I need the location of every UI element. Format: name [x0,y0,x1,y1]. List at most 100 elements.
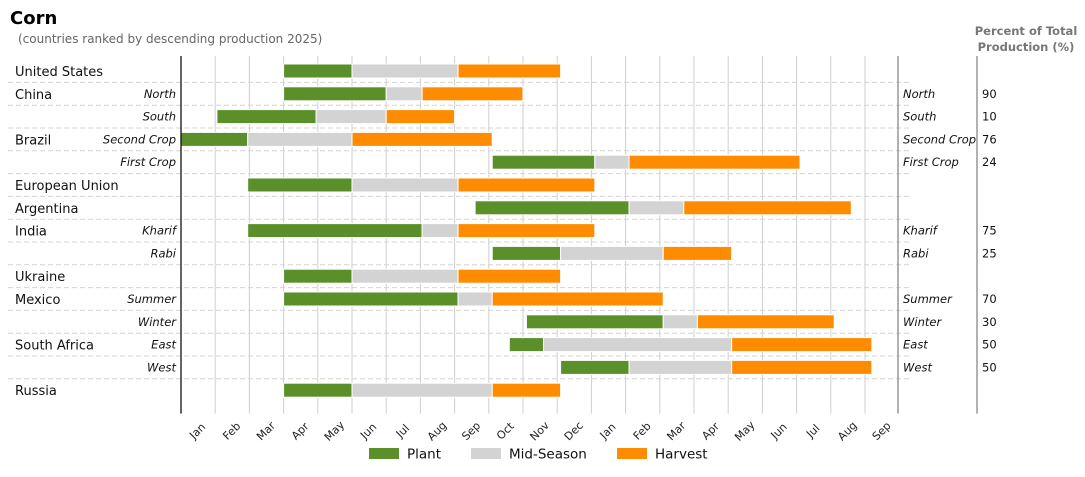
legend-label: Plant [407,447,441,463]
legend-swatch [471,448,501,459]
mid-season-bar [628,359,733,375]
plant-bar [283,382,353,398]
country-label: United States [15,65,103,80]
plant-bar [216,109,317,125]
plant-bar [247,177,353,193]
subregion-label: Rabi [150,246,176,260]
x-tick-label: Jul [393,422,412,441]
mid-season-bar [385,86,423,102]
pct-value: 24 [982,155,997,169]
x-tick-label: Jul [803,422,822,441]
pct-header-line-2: Production (%) [978,40,1075,54]
plant-bar [283,86,387,102]
subregion-label-right: West [903,360,932,374]
plant-bar [283,291,459,307]
plant-bar [180,131,249,147]
row-labels: United States China North North 90 South South… [15,65,997,399]
legend-swatch [617,448,647,459]
legend-label: Mid-Season [509,447,587,463]
x-tick-label: Feb [220,420,243,443]
x-tick-label: Sep [459,419,483,443]
country-label: Mexico [15,293,60,308]
country-label: Argentina [15,202,78,217]
chart-legend: Plant Mid-Season Harvest [369,447,708,463]
harvest-bar [385,109,456,125]
pct-value: 10 [982,110,997,124]
x-tick-label: Nov [527,419,552,444]
subregion-label-right: North [903,87,935,101]
plant-bar [508,337,545,353]
country-label: Brazil [15,133,51,148]
harvest-bar [457,223,596,239]
subregion-label-right: Kharif [903,224,939,238]
harvest-bar [731,337,873,353]
mid-season-bar [594,154,630,170]
mid-season-bar [247,131,353,147]
harvest-bar [491,291,664,307]
subregion-label-right: First Crop [903,155,959,169]
pct-value: 50 [982,360,997,374]
subregion-label-right: Second Crop [903,132,976,146]
plant-bar [525,314,664,330]
legend-label: Harvest [655,447,708,463]
harvest-bar [491,382,562,398]
pct-value: 76 [982,132,997,146]
chart-title: Corn [10,8,57,29]
mid-season-bar [351,382,493,398]
harvest-bar [457,268,562,284]
country-label: China [15,88,52,103]
x-tick-label: Dec [562,419,586,443]
legend-swatch [369,448,399,459]
pct-value: 25 [982,246,997,260]
subregion-label: South [143,110,176,124]
x-tick-label: Sep [870,419,894,443]
country-label: Ukraine [15,270,65,285]
subregion-label: Winter [138,315,177,329]
x-tick-label: Aug [425,419,449,443]
pct-value: 90 [982,87,997,101]
x-axis-ticks: Jan Feb Mar Apr May Jun Jul Aug Sep Oct Nov Dec Jan F… [186,418,893,444]
mid-season-bar [351,63,459,79]
pct-value: 30 [982,315,997,329]
pct-value: 70 [982,292,997,306]
mid-season-bar [421,223,459,239]
x-tick-label: Jun [357,420,379,442]
x-tick-label: Feb [631,420,654,443]
subregion-label-right: East [903,338,928,352]
chart-bars [180,63,873,398]
harvest-bar [731,359,873,375]
pct-value: 75 [982,224,997,238]
mid-season-bar [457,291,493,307]
mid-season-bar [315,109,387,125]
subregion-label: Summer [127,292,177,306]
harvest-bar [351,131,493,147]
plant-bar [247,223,423,239]
mid-season-bar [543,337,733,353]
harvest-bar [457,63,562,79]
country-label: South Africa [15,339,94,354]
mid-season-bar [351,177,459,193]
mid-season-bar [662,314,698,330]
plant-bar [491,154,596,170]
subregion-label: North [144,87,176,101]
chart-axes [180,56,978,414]
x-tick-label: Aug [835,419,859,443]
x-tick-label: Apr [289,419,312,442]
harvest-bar [628,154,801,170]
harvest-bar [683,200,852,216]
plant-bar [283,268,353,284]
subregion-label-right: Rabi [903,246,929,260]
subregion-label: First Crop [120,155,176,169]
subregion-label-right: South [903,110,936,124]
country-label: India [15,225,47,240]
mid-season-bar [628,200,685,216]
subregion-label: Second Crop [103,132,176,146]
harvest-bar [662,245,733,261]
country-label: Russia [15,384,57,399]
plant-bar [474,200,630,216]
mid-season-bar [351,268,459,284]
x-tick-label: Mar [254,419,278,443]
x-tick-label: Apr [699,419,722,442]
x-tick-label: Jun [768,420,790,442]
